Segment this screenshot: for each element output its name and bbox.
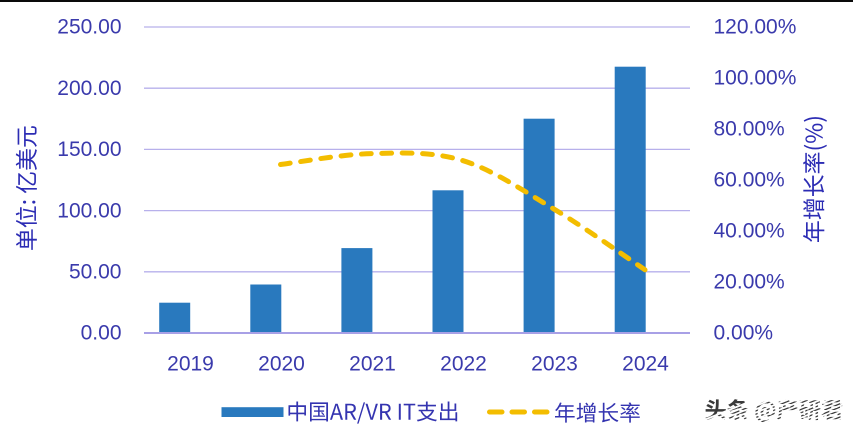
svg-text:100.00%: 100.00% [714, 67, 797, 90]
svg-text:2021: 2021 [349, 353, 396, 376]
svg-text:2019: 2019 [167, 353, 214, 376]
svg-text:200.00: 200.00 [57, 77, 121, 100]
svg-text:40.00%: 40.00% [714, 220, 785, 243]
svg-text:150.00: 150.00 [57, 138, 121, 161]
svg-text:50.00: 50.00 [69, 261, 122, 284]
svg-text:2022: 2022 [440, 353, 487, 376]
svg-text:60.00%: 60.00% [714, 169, 785, 192]
svg-text:250.00: 250.00 [57, 16, 121, 39]
svg-text:2024: 2024 [622, 353, 669, 376]
svg-text:2023: 2023 [531, 353, 578, 376]
svg-text:2020: 2020 [258, 353, 305, 376]
svg-text:0.00%: 0.00% [714, 322, 774, 345]
svg-text:0.00: 0.00 [81, 322, 122, 345]
svg-text:100.00: 100.00 [57, 199, 121, 222]
svg-text:20.00%: 20.00% [714, 271, 785, 294]
svg-text:120.00%: 120.00% [714, 16, 797, 39]
svg-text:80.00%: 80.00% [714, 118, 785, 141]
